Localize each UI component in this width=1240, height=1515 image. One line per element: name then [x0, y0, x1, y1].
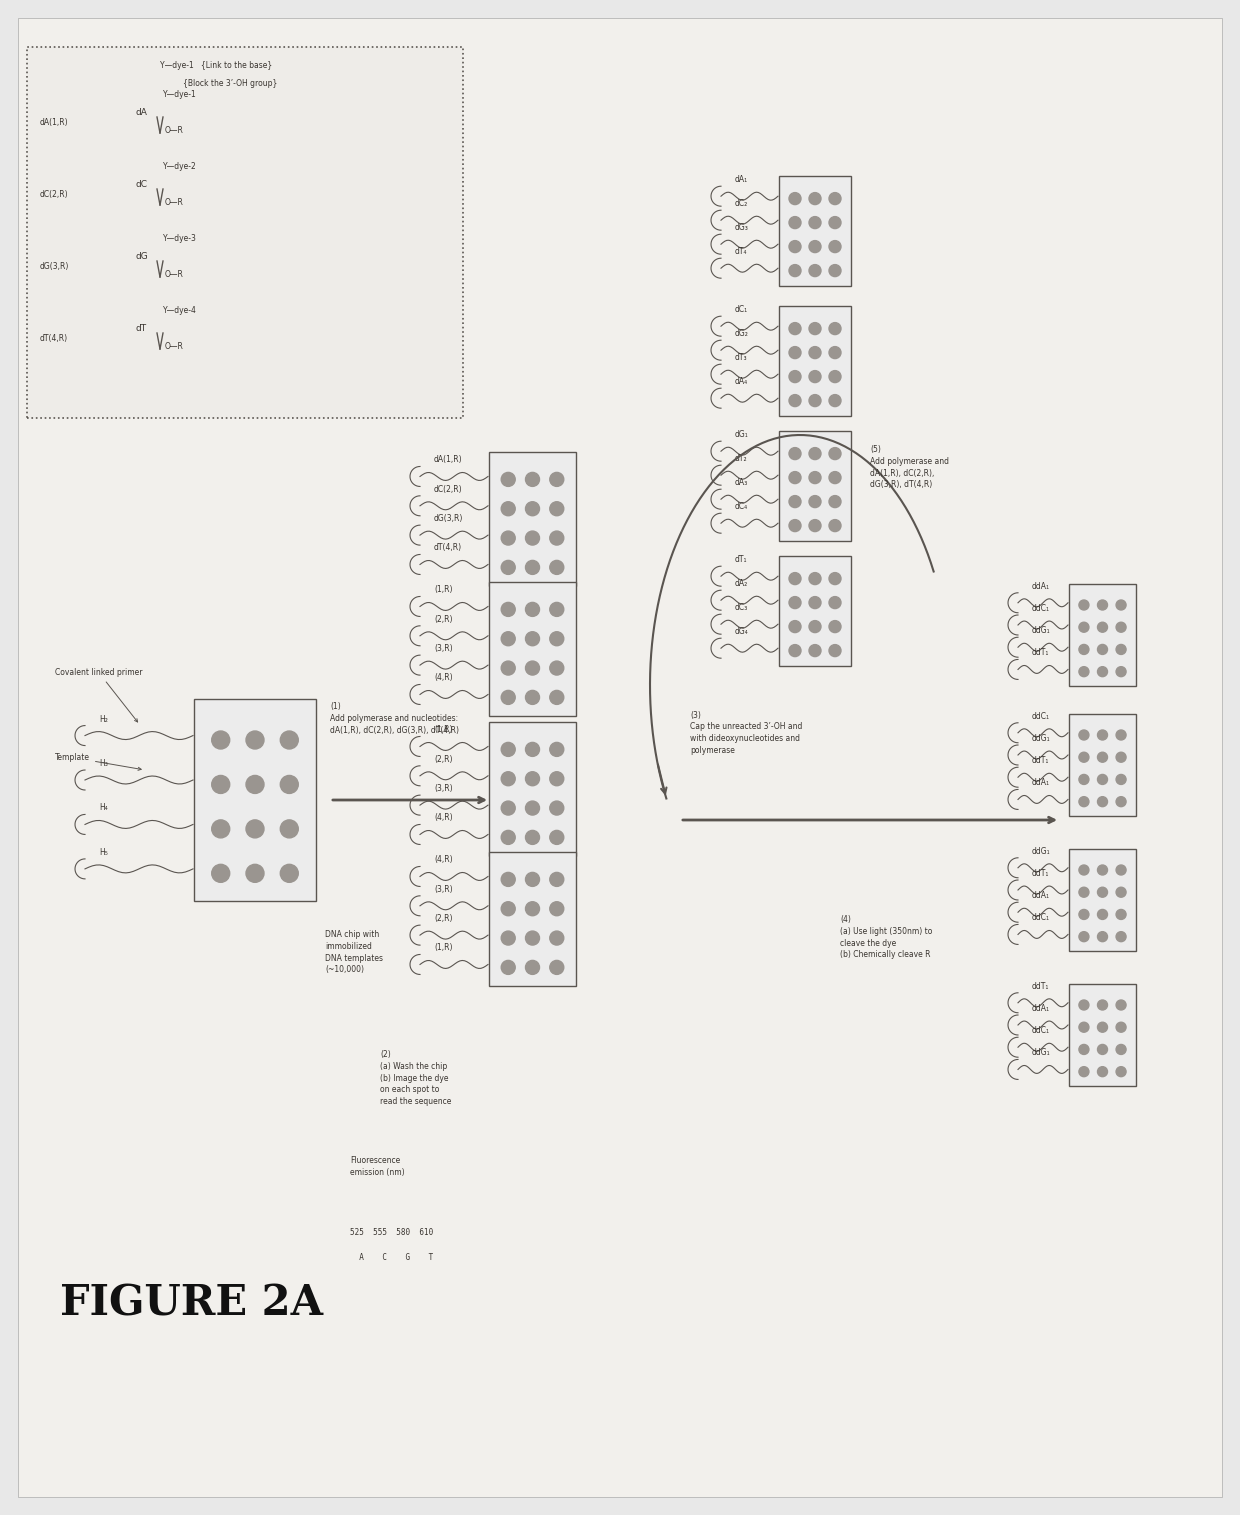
Text: ddT₁: ddT₁	[1032, 982, 1049, 991]
Circle shape	[789, 323, 801, 335]
Text: Fluorescence
emission (nm): Fluorescence emission (nm)	[350, 1156, 404, 1177]
Text: (3)
Cap the unreacted 3’-OH and
with dideoxynucleotides and
polymerase: (3) Cap the unreacted 3’-OH and with did…	[689, 711, 802, 754]
Text: dT: dT	[135, 324, 146, 333]
Circle shape	[808, 520, 821, 532]
Text: Y—dye-3: Y—dye-3	[162, 233, 197, 242]
Text: dA₁: dA₁	[735, 176, 748, 185]
FancyBboxPatch shape	[489, 582, 577, 717]
Text: (1,R): (1,R)	[434, 726, 453, 735]
Circle shape	[1079, 774, 1089, 785]
Circle shape	[1116, 865, 1126, 876]
Circle shape	[789, 447, 801, 459]
Text: dT(4,R): dT(4,R)	[40, 333, 68, 342]
Circle shape	[501, 742, 515, 756]
Circle shape	[526, 830, 539, 844]
Circle shape	[549, 473, 564, 486]
Text: O—R: O—R	[165, 342, 184, 351]
Circle shape	[789, 573, 801, 585]
Text: Y—dye-1   {Link to the base}: Y—dye-1 {Link to the base}	[160, 61, 273, 70]
Circle shape	[1097, 1000, 1107, 1011]
Text: ddA₁: ddA₁	[1032, 582, 1050, 591]
Circle shape	[1097, 730, 1107, 739]
Circle shape	[830, 217, 841, 229]
Circle shape	[549, 742, 564, 756]
Text: (5)
Add polymerase and
dA(1,R), dC(2,R),
dG(3,R), dT(4,R): (5) Add polymerase and dA(1,R), dC(2,R),…	[870, 445, 949, 489]
Circle shape	[1116, 1044, 1126, 1054]
Text: ddC₁: ddC₁	[1032, 604, 1050, 614]
FancyBboxPatch shape	[1069, 848, 1136, 951]
Circle shape	[1116, 1000, 1126, 1011]
Text: ddC₁: ddC₁	[1032, 712, 1050, 721]
Circle shape	[1097, 600, 1107, 611]
Circle shape	[246, 732, 264, 748]
FancyBboxPatch shape	[489, 723, 577, 856]
Circle shape	[1116, 909, 1126, 920]
FancyBboxPatch shape	[779, 556, 851, 667]
Text: dG₁: dG₁	[735, 430, 749, 439]
Text: Y—dye-4: Y—dye-4	[162, 306, 197, 315]
Text: H₅: H₅	[99, 848, 108, 857]
Text: ddG₁: ddG₁	[1032, 733, 1050, 742]
Text: (1)
Add polymerase and nucleotides:
dA(1,R), dC(2,R), dG(3,R), dT(4,R): (1) Add polymerase and nucleotides: dA(1…	[330, 703, 459, 735]
Circle shape	[1097, 1023, 1107, 1032]
Circle shape	[1116, 623, 1126, 632]
Circle shape	[789, 520, 801, 532]
FancyBboxPatch shape	[1069, 714, 1136, 817]
Circle shape	[808, 265, 821, 277]
Circle shape	[549, 873, 564, 886]
Circle shape	[280, 776, 299, 794]
Circle shape	[212, 865, 229, 882]
Circle shape	[789, 621, 801, 633]
Circle shape	[789, 241, 801, 253]
Circle shape	[789, 371, 801, 383]
Circle shape	[526, 771, 539, 786]
Circle shape	[246, 865, 264, 882]
Text: (2,R): (2,R)	[434, 754, 453, 764]
Circle shape	[1079, 667, 1089, 677]
Circle shape	[549, 661, 564, 676]
Circle shape	[501, 561, 515, 574]
Circle shape	[830, 520, 841, 532]
Text: (3,R): (3,R)	[434, 644, 453, 653]
Circle shape	[808, 644, 821, 656]
Circle shape	[808, 323, 821, 335]
Text: dG₂: dG₂	[735, 329, 749, 338]
Circle shape	[789, 597, 801, 609]
Circle shape	[1097, 667, 1107, 677]
Text: O—R: O—R	[165, 126, 184, 135]
Circle shape	[526, 501, 539, 515]
Text: dA₂: dA₂	[735, 579, 748, 588]
FancyBboxPatch shape	[27, 47, 463, 418]
Text: {Block the 3’-OH group}: {Block the 3’-OH group}	[182, 79, 278, 88]
Circle shape	[526, 801, 539, 815]
Circle shape	[830, 644, 841, 656]
FancyBboxPatch shape	[1069, 985, 1136, 1086]
Text: ddA₁: ddA₁	[1032, 1004, 1050, 1014]
Circle shape	[1079, 1000, 1089, 1011]
Text: dG₃: dG₃	[735, 223, 749, 232]
Circle shape	[1116, 797, 1126, 806]
Circle shape	[789, 471, 801, 483]
FancyBboxPatch shape	[779, 306, 851, 417]
Circle shape	[830, 241, 841, 253]
Text: FIGURE 2A: FIGURE 2A	[60, 1283, 322, 1326]
Text: dT₃: dT₃	[735, 353, 748, 362]
Circle shape	[501, 532, 515, 545]
Circle shape	[808, 621, 821, 633]
Text: dA₄: dA₄	[735, 377, 748, 386]
Circle shape	[549, 561, 564, 574]
Circle shape	[789, 217, 801, 229]
Circle shape	[501, 501, 515, 515]
Circle shape	[1079, 623, 1089, 632]
Circle shape	[501, 830, 515, 844]
Circle shape	[280, 865, 299, 882]
Text: ddT₁: ddT₁	[1032, 756, 1049, 765]
Circle shape	[808, 217, 821, 229]
Circle shape	[789, 644, 801, 656]
Text: dT₄: dT₄	[735, 247, 748, 256]
FancyBboxPatch shape	[779, 176, 851, 286]
Circle shape	[1116, 667, 1126, 677]
Circle shape	[501, 661, 515, 676]
FancyBboxPatch shape	[1069, 583, 1136, 686]
Text: dC₃: dC₃	[735, 603, 748, 612]
